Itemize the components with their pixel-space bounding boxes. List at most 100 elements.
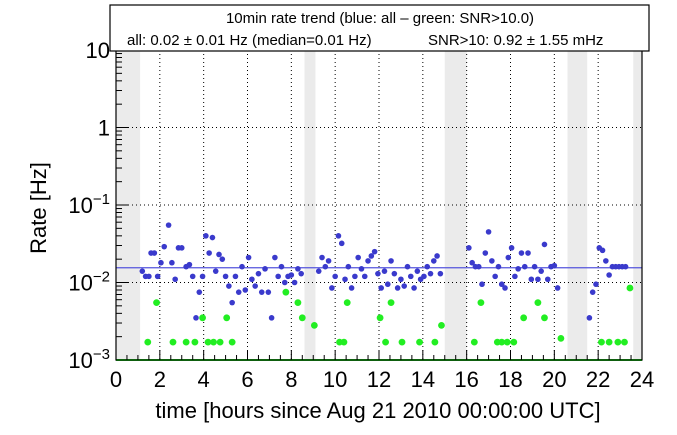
x-tick-label: 6 (241, 367, 253, 392)
data-point-all (381, 268, 388, 274)
stats-snr: SNR>10: 0.92 ± 1.55 mHz (428, 32, 603, 49)
data-point-all (255, 270, 262, 277)
data-point-all (272, 254, 278, 261)
data-point-all (515, 266, 521, 272)
axis-ticks (115, 53, 643, 361)
data-point-snr (298, 314, 306, 322)
data-point-snr (398, 338, 406, 346)
data-point-all (437, 270, 444, 277)
data-point-all (352, 273, 358, 280)
data-point-snr (614, 338, 622, 346)
data-point-all (335, 233, 342, 239)
data-point-snr (438, 321, 445, 329)
legend-box: 10min rate trend (blue: all – green: SNR… (109, 4, 650, 52)
data-point-all (242, 287, 249, 293)
data-point-all (172, 276, 178, 283)
data-point-all (291, 279, 298, 286)
x-tick-label: 24 (630, 367, 654, 392)
data-point-all (212, 268, 219, 274)
data-point-all (482, 250, 489, 256)
data-point-snr (534, 299, 542, 307)
data-point-snr (520, 314, 528, 322)
data-point-all (222, 273, 229, 280)
data-point-all (518, 250, 525, 256)
data-point-all (495, 263, 502, 270)
data-point-all (586, 315, 593, 321)
data-point-snr (182, 338, 190, 346)
data-point-all (489, 258, 495, 264)
data-point-snr (541, 314, 548, 322)
data-point-all (427, 270, 434, 277)
plot-frame (115, 49, 643, 361)
data-point-all (281, 279, 288, 286)
y-tick-label: 1 (98, 116, 110, 141)
data-point-snr (557, 334, 565, 342)
data-point-all (394, 285, 401, 291)
data-point-snr (510, 338, 518, 346)
data-point-all (189, 273, 196, 280)
x-axis-title: time [hours since Aug 21 2010 00:00:00 U… (155, 398, 600, 423)
data-point-snr (169, 338, 177, 346)
data-point-snr (498, 338, 506, 346)
grid-lines (116, 50, 642, 360)
series-all-points (139, 222, 629, 321)
data-point-all (265, 289, 272, 295)
data-gap-band (633, 50, 642, 360)
data-point-snr (191, 338, 199, 346)
data-point-all (622, 263, 629, 270)
data-point-all (298, 270, 304, 277)
data-gap-band (304, 50, 316, 360)
data-point-snr (228, 338, 236, 346)
data-point-snr (416, 338, 423, 346)
data-point-all (322, 263, 329, 270)
data-point-all (235, 289, 242, 295)
data-point-all (521, 263, 528, 270)
data-point-all (541, 241, 548, 248)
data-point-all (378, 285, 384, 291)
data-point-all (365, 258, 371, 264)
data-point-all (466, 245, 472, 251)
data-point-all (165, 222, 172, 228)
data-point-snr (598, 338, 605, 346)
data-point-all (319, 254, 325, 261)
data-point-all (151, 250, 158, 256)
data-point-all (178, 245, 185, 251)
data-point-all (492, 273, 498, 280)
data-point-all (355, 254, 361, 261)
data-point-all (411, 285, 417, 291)
data-point-snr (144, 338, 152, 346)
data-point-all (525, 250, 531, 256)
data-point-snr (153, 299, 160, 307)
data-point-all (139, 268, 146, 274)
data-gap-bands (116, 50, 642, 360)
data-point-all (391, 270, 398, 277)
data-point-all (538, 268, 544, 274)
data-point-all (398, 276, 404, 283)
data-point-all (593, 281, 599, 288)
data-point-all (288, 272, 295, 278)
data-point-all (384, 281, 391, 288)
data-point-snr (199, 314, 206, 322)
data-point-all (371, 248, 378, 255)
data-point-snr (387, 299, 395, 307)
y-tick-label: 10−3 (68, 346, 110, 373)
data-point-snr (431, 338, 439, 346)
data-point-all (348, 285, 355, 291)
data-point-all (332, 273, 338, 280)
x-tick-label: 2 (154, 367, 166, 392)
data-point-all (361, 273, 368, 280)
data-point-all (358, 266, 365, 272)
data-point-all (498, 281, 505, 288)
x-tick-label: 12 (367, 367, 391, 392)
plot-area-border (115, 49, 643, 361)
data-point-all (338, 240, 345, 247)
data-point-all (315, 268, 322, 274)
data-point-all (278, 263, 285, 270)
data-point-all (232, 273, 239, 280)
data-point-all (325, 258, 332, 264)
data-point-all (161, 243, 168, 250)
data-point-all (475, 263, 482, 270)
data-point-all (249, 276, 255, 283)
